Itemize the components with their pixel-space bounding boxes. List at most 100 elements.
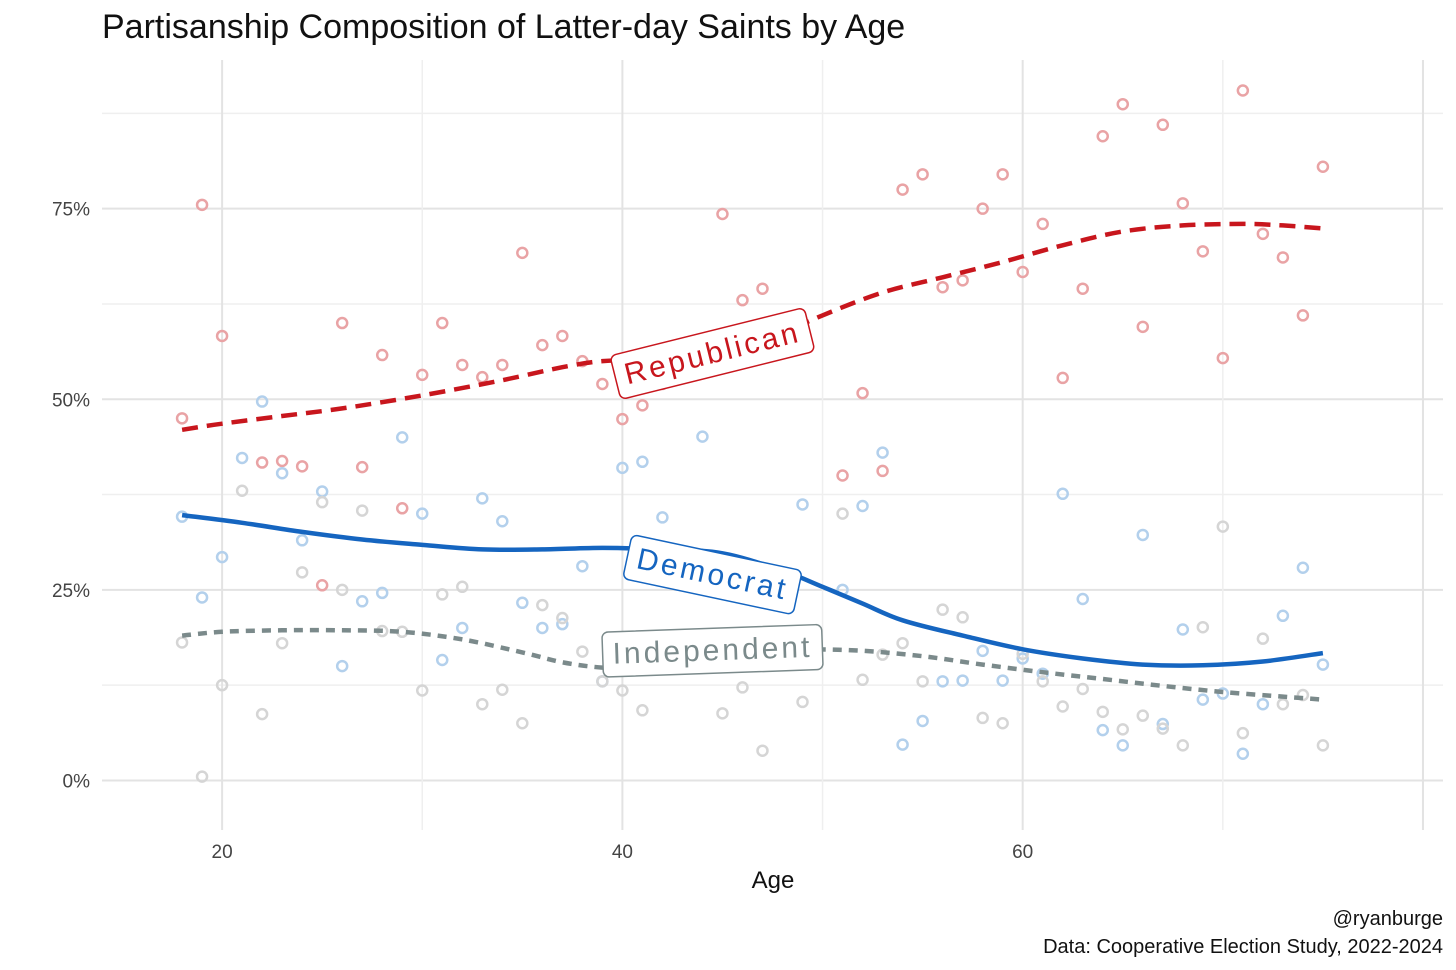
democrat-point — [576, 559, 589, 573]
republican-point — [1176, 197, 1190, 210]
independent-label: Independent — [601, 623, 824, 678]
democrat-point — [1256, 697, 1270, 711]
republican-point — [1096, 129, 1109, 143]
democrat-point — [395, 431, 409, 444]
republican-point — [636, 399, 649, 412]
democrat-point — [476, 492, 489, 505]
independent-point — [856, 673, 869, 687]
independent-point — [175, 636, 189, 649]
republican-point — [1056, 371, 1069, 385]
democrat-point — [516, 596, 529, 610]
independent-point — [1276, 697, 1290, 711]
democrat-point — [896, 738, 909, 751]
independent-label-text: Independent — [612, 631, 813, 671]
republican-point — [536, 338, 549, 352]
republican-point — [876, 464, 889, 478]
republican-point — [175, 412, 189, 425]
republican-point — [436, 316, 449, 330]
republican-point — [1016, 265, 1029, 279]
democrat-point — [195, 591, 209, 604]
independent-point — [255, 707, 269, 721]
republican-point — [856, 386, 869, 400]
independent-point — [1196, 620, 1210, 634]
republican-label: Republican — [610, 307, 815, 400]
democrat-point — [1076, 592, 1089, 606]
independent-point — [916, 675, 929, 688]
caption-source: Data: Cooperative Election Study, 2022-2… — [1043, 936, 1443, 958]
independent-point — [415, 684, 429, 697]
republican-point — [596, 377, 609, 391]
democrat-point — [536, 621, 549, 635]
y-tick-label: 0% — [63, 771, 91, 792]
republican-point — [1136, 320, 1150, 334]
democrat-point — [556, 617, 569, 631]
democrat-point — [876, 446, 889, 459]
democrat-point — [275, 466, 289, 480]
democrat-point — [215, 550, 229, 564]
independent-point — [1256, 632, 1270, 645]
x-tick-labels: 20 40 60 — [212, 842, 1034, 863]
independent-point — [896, 636, 909, 650]
republican-point — [1216, 351, 1230, 365]
y-tick-label: 25% — [52, 581, 90, 602]
democrat-point — [996, 674, 1009, 687]
democrat-point — [916, 714, 929, 728]
independent-point — [616, 684, 629, 697]
republican-point — [275, 454, 289, 468]
democrat-point — [375, 586, 389, 600]
series-labels: Republican Democrat Independent — [601, 307, 824, 678]
democrat-point — [415, 507, 429, 520]
y-tick-labels: 0% 25% 50% 75% — [52, 200, 90, 793]
republican-point — [355, 460, 369, 474]
republican-point — [1036, 217, 1049, 231]
independent-point — [716, 707, 729, 720]
independent-point — [516, 717, 529, 730]
independent-point — [1076, 682, 1089, 696]
independent-point — [1156, 722, 1170, 735]
x-tick-label: 20 — [212, 842, 233, 863]
independent-point — [936, 603, 949, 616]
republican-point — [1116, 97, 1130, 111]
democrat-point — [1116, 739, 1130, 752]
democrat-point — [235, 451, 249, 465]
democrat-point — [976, 644, 989, 658]
democrat-point — [295, 534, 309, 547]
democrat-point — [956, 674, 969, 687]
independent-point — [796, 695, 809, 709]
democrat-point — [1096, 723, 1109, 737]
independent-point — [436, 588, 449, 601]
republican-point — [1236, 84, 1250, 97]
republican-point — [1156, 118, 1170, 132]
democrat-point — [1236, 747, 1250, 761]
independent-point — [215, 678, 229, 692]
republican-point — [1256, 227, 1270, 241]
independent-point — [736, 681, 749, 694]
democrat-point — [496, 514, 509, 528]
independent-point — [235, 484, 249, 497]
independent-point — [315, 495, 329, 509]
republican-point — [415, 368, 429, 382]
independent-point — [576, 645, 589, 658]
independent-point — [1136, 709, 1150, 722]
republican-point — [1316, 160, 1330, 173]
independent-point — [636, 704, 649, 717]
independent-point — [596, 675, 609, 688]
independent-point — [295, 566, 309, 579]
republican-point — [936, 280, 949, 294]
democrat-point — [436, 653, 449, 667]
chart-title: Partisanship Composition of Latter-day S… — [102, 8, 905, 46]
republican-point — [395, 502, 409, 515]
democrat-point — [1176, 623, 1190, 636]
democrat-point — [1276, 609, 1290, 623]
democrat-point — [355, 595, 369, 608]
republican-point — [1196, 245, 1210, 258]
independent-point — [1056, 700, 1069, 713]
independent-point — [976, 711, 989, 725]
republican-point — [456, 358, 469, 372]
republican-point — [976, 202, 989, 215]
republican-point — [195, 198, 209, 212]
republican-label-box — [610, 307, 815, 400]
caption-handle: @ryanburge — [1333, 908, 1443, 930]
independent-point — [476, 697, 489, 711]
